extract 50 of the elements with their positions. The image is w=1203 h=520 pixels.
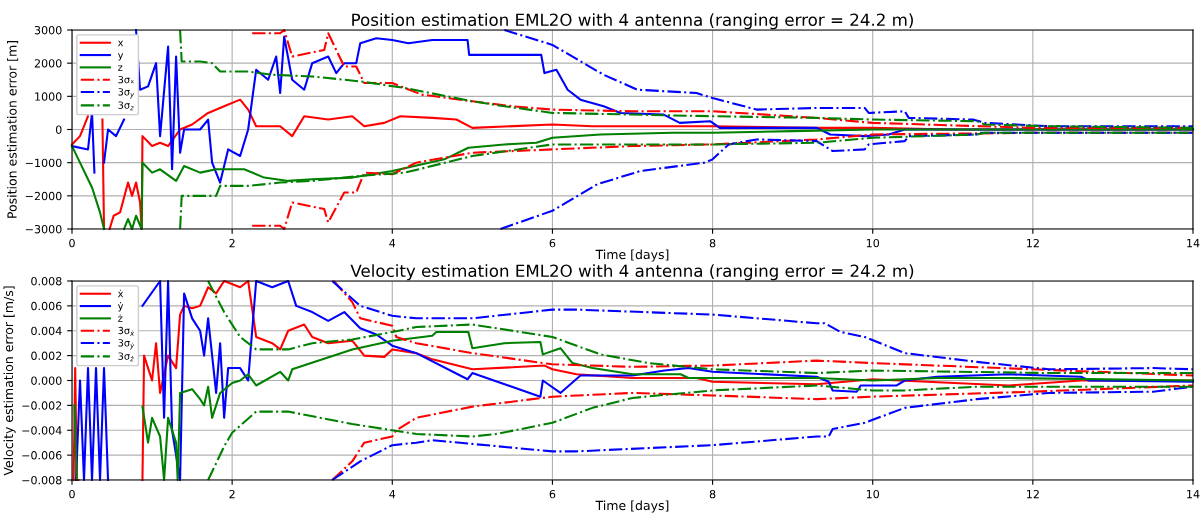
legend-label: ẋ <box>117 289 124 298</box>
y-tick-label: 2000 <box>34 59 62 68</box>
y-tick-label: −3000 <box>25 224 62 234</box>
x-tick-label: 14 <box>1187 239 1200 248</box>
x-tick-label: 2 <box>229 238 235 248</box>
x-tick-label: 6 <box>549 238 556 248</box>
legend-label: ẏ <box>117 302 124 312</box>
y-tick-label: −0.008 <box>22 475 62 485</box>
y-tick-label: −2000 <box>25 191 62 201</box>
legend-label: x <box>117 40 124 47</box>
legend-label: y <box>117 53 124 61</box>
x-tick-label: 4 <box>389 239 396 248</box>
x-tick-label: 0 <box>69 238 75 248</box>
x-tick-label: 8 <box>709 489 716 499</box>
y-tick-label: 3000 <box>34 25 62 35</box>
y-tick-label: −0.004 <box>22 426 62 435</box>
x-tick-label: 0 <box>69 489 75 499</box>
legend-label: 3σ$_{ẋ}$ <box>118 326 135 336</box>
x-tick-label: 2 <box>229 489 235 499</box>
y-tick-label: 1000 <box>35 92 62 101</box>
y-tick-label: 0.004 <box>31 326 62 336</box>
legend-label: 3σ$_{z}$ <box>118 101 134 111</box>
x-tick-label: 10 <box>866 489 880 499</box>
x-tick-label: 6 <box>549 489 556 499</box>
y-axis-title: Velocity estimation error [m/s] <box>3 286 16 476</box>
x-axis-title: Time [days] <box>595 500 669 513</box>
y-tick-label: 0.008 <box>31 276 62 286</box>
y-tick-label: −1000 <box>25 158 62 168</box>
legend-label: ż <box>118 314 123 322</box>
x-tick-label: 8 <box>709 238 716 248</box>
y-tick-label: −0.002 <box>22 401 62 410</box>
legend-label: 3σ$_{ẏ}$ <box>118 339 135 350</box>
y-tick-label: 0 <box>55 125 62 134</box>
x-tick-label: 4 <box>389 490 396 499</box>
y-tick-label: 0.006 <box>31 301 62 311</box>
legend-label: 3σ$_{y}$ <box>118 88 135 99</box>
x-tick-label: 14 <box>1187 490 1200 499</box>
y-tick-label: −0.006 <box>22 451 62 460</box>
legend-label: 3σₓ <box>118 75 134 84</box>
x-tick-label: 10 <box>866 238 880 248</box>
chart-title: Velocity estimation EML2O with 4 antenna (ranging error = 24.2 m) <box>350 264 914 281</box>
legend-label: z <box>118 65 123 71</box>
y-tick-label: 0.002 <box>31 351 62 360</box>
y-tick-label: 0.000 <box>31 376 62 385</box>
x-tick-label: 12 <box>1027 489 1039 499</box>
legend-label: 3σ$_{ż}$ <box>118 352 134 362</box>
y-axis-title: Position estimation error [m] <box>7 41 19 218</box>
x-axis-title: Time [days] <box>595 249 669 262</box>
x-tick-label: 12 <box>1027 238 1039 248</box>
chart-title: Position estimation EML2O with 4 antenna (ranging error = 24.2 m) <box>352 13 913 30</box>
